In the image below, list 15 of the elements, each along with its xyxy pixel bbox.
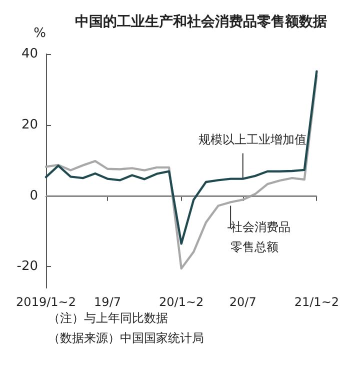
y-tick-label: -20: [16, 259, 38, 274]
x-tick-label: 20/7: [229, 295, 256, 309]
x-tick-label: 21/1~2: [294, 295, 339, 309]
x-tick-label: 20/1~2: [159, 295, 204, 309]
series-label: 规模以上工业增加值: [198, 132, 306, 147]
y-tick-label: 20: [21, 117, 38, 132]
y-tick-label: 0: [30, 188, 38, 204]
text: （注）与上年同比数据: [48, 311, 168, 325]
chart-title: 中国的工业生产和社会消费品零售额数据: [75, 13, 327, 30]
y-tick-label: 40: [21, 46, 38, 62]
y-axis-title: %: [34, 26, 46, 41]
text: （数据来源）中国国家统计局: [48, 331, 204, 345]
x-tick-label: 2019/1~2: [16, 295, 76, 309]
series-label: 社会消费品零售总额: [230, 220, 291, 254]
x-tick-label: 19/7: [94, 295, 121, 309]
